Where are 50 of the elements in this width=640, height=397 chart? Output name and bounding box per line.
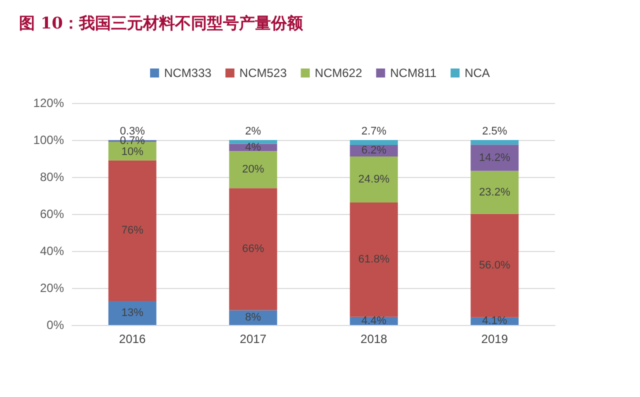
bar <box>470 140 519 145</box>
bar <box>350 202 398 317</box>
bar <box>350 140 398 145</box>
chart-title: 图 10：我国三元材料不同型号产量份额 <box>19 14 304 32</box>
bar <box>108 300 156 325</box>
legend-label: NCM333 <box>164 66 212 80</box>
data-label: 2% <box>245 126 262 138</box>
data-label: 6.2% <box>361 144 387 157</box>
y-tick-label: 120% <box>33 96 64 110</box>
bar <box>229 188 278 310</box>
data-label: 24.9% <box>358 173 390 186</box>
data-label: 0.3% <box>120 126 146 138</box>
y-tick-label: 100% <box>33 133 64 147</box>
legend-label: NCM811 <box>390 66 437 80</box>
data-label: 2.7% <box>361 126 387 138</box>
y-tick-label: 0% <box>46 318 64 332</box>
bar <box>470 170 519 214</box>
bar <box>229 310 278 325</box>
x-tick-label: 2019 <box>481 332 508 346</box>
data-label: 61.8% <box>358 254 390 266</box>
legend-label: NCM622 <box>314 66 362 80</box>
y-tick-label: 40% <box>40 244 64 258</box>
data-label: 2.5% <box>482 126 508 138</box>
bar <box>470 214 519 318</box>
data-label: 13% <box>121 306 144 319</box>
data-label: 20% <box>242 164 264 176</box>
bar <box>229 140 278 144</box>
x-tick-label: 2018 <box>360 332 388 346</box>
legend-label: NCA <box>464 66 490 80</box>
x-tick-label: 2017 <box>240 332 267 346</box>
bar <box>350 156 398 203</box>
bar <box>229 151 278 188</box>
data-label: 23.2% <box>479 186 510 198</box>
data-label: 8% <box>245 312 262 324</box>
x-tick-label: 2016 <box>119 332 146 346</box>
data-label: 4.4% <box>361 314 387 327</box>
y-tick-label: 60% <box>40 207 64 221</box>
y-tick-label: 80% <box>40 170 64 184</box>
data-label: 66% <box>242 243 264 256</box>
data-label: 4% <box>245 141 262 154</box>
y-tick-label: 20% <box>40 281 64 295</box>
data-label: 76% <box>121 224 144 237</box>
bar <box>108 160 156 301</box>
bar <box>470 144 519 171</box>
data-label: 56.0% <box>479 260 510 272</box>
data-label: 4.1% <box>482 315 508 328</box>
data-label: 14.2% <box>479 152 510 164</box>
data-label: 0.7% <box>120 135 146 148</box>
data-label: 10% <box>121 146 144 158</box>
legend-label: NCM523 <box>239 66 288 80</box>
